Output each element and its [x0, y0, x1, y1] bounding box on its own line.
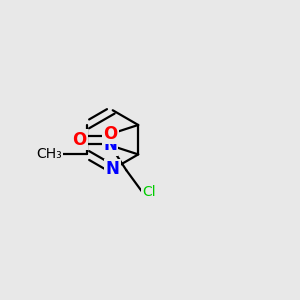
Text: N: N: [106, 160, 120, 178]
Text: CH₃: CH₃: [36, 147, 62, 161]
Text: Cl: Cl: [142, 185, 156, 200]
Text: N: N: [103, 136, 117, 154]
Text: O: O: [72, 131, 86, 149]
Text: O: O: [103, 125, 117, 143]
